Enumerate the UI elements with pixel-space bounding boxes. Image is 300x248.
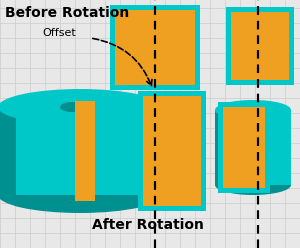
Text: Offset: Offset	[42, 28, 76, 38]
Ellipse shape	[0, 177, 162, 213]
Bar	[138, 91, 206, 211]
Bar	[115, 10, 195, 85]
Ellipse shape	[215, 175, 291, 195]
Polygon shape	[215, 110, 225, 185]
Bar	[218, 102, 270, 193]
Bar	[110, 5, 200, 90]
Bar	[215, 110, 291, 185]
Bar	[143, 96, 201, 206]
Bar	[231, 12, 289, 80]
Bar	[75, 101, 95, 201]
Ellipse shape	[60, 102, 84, 112]
Bar	[0, 107, 162, 195]
Bar	[223, 107, 265, 188]
Text: Before Rotation: Before Rotation	[5, 6, 129, 20]
Bar	[226, 7, 294, 85]
Ellipse shape	[215, 100, 291, 120]
Text: After Rotation: After Rotation	[92, 218, 204, 232]
Polygon shape	[0, 107, 16, 195]
Ellipse shape	[0, 89, 162, 125]
